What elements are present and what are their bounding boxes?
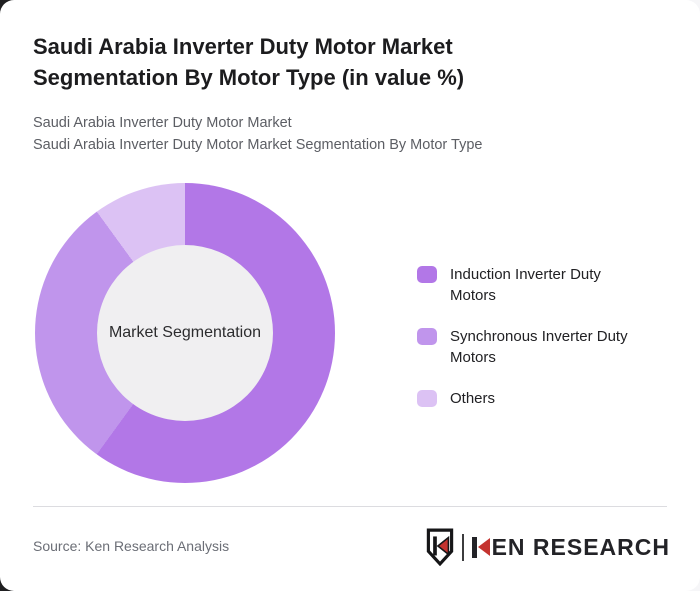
- donut-chart: Market Segmentation: [35, 183, 335, 483]
- legend-item: Synchronous Inverter Duty Motors: [417, 326, 657, 368]
- footer-divider: [33, 506, 667, 507]
- page-title: Saudi Arabia Inverter Duty Motor Market …: [33, 34, 465, 90]
- legend-swatch: [417, 328, 437, 345]
- donut-center-label: Market Segmentation: [108, 324, 262, 341]
- legend-item-label: Others: [450, 390, 496, 407]
- chart-legend: Induction Inverter Duty Motors Synchronou…: [417, 264, 657, 429]
- legend-swatch: [417, 266, 437, 283]
- subtitle-line-1: Saudi Arabia Inverter Duty Motor Market: [33, 115, 292, 131]
- ken-research-logo: EN RESEARCH: [425, 527, 670, 567]
- donut-hole: Market Segmentation: [97, 245, 273, 421]
- logo-separator: [461, 533, 464, 561]
- brand-text: EN RESEARCH: [491, 533, 670, 560]
- brand: EN RESEARCH: [471, 533, 670, 561]
- subtitle-line-2: Saudi Arabia Inverter Duty Motor Market …: [33, 136, 483, 153]
- brand-k-icon: [471, 536, 490, 558]
- legend-swatch: [417, 390, 437, 407]
- subtitle-block: Saudi Arabia Inverter Duty Motor Market …: [33, 113, 653, 156]
- legend-item: Others: [417, 388, 657, 409]
- ken-shield-icon: [426, 528, 453, 566]
- legend-item-label: Induction Inverter Duty Motors: [450, 266, 601, 304]
- legend-item-label: Synchronous Inverter Duty Motors: [450, 328, 628, 366]
- legend-item: Induction Inverter Duty Motors: [417, 264, 657, 306]
- source-text: Source: Ken Research Analysis: [33, 538, 230, 554]
